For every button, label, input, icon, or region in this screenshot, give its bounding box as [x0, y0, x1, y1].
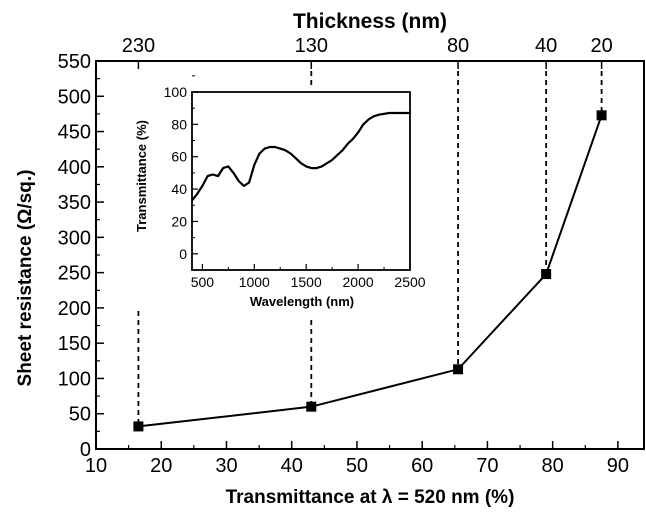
inset-y-tick-label: 100 — [164, 84, 188, 100]
top-axis-title: Thickness (nm) — [293, 10, 447, 33]
y-tick-label: 500 — [58, 86, 91, 108]
y-tick-label: 50 — [69, 404, 91, 426]
y-tick-label: 150 — [58, 333, 91, 355]
inset-x-tick-label: 2500 — [394, 274, 425, 290]
inset-y-tick-label: 80 — [171, 116, 187, 132]
top-tick-label: 40 — [535, 35, 557, 57]
inset-x-tick-label: 500 — [191, 274, 215, 290]
inset-y-tick-label: 20 — [171, 213, 187, 229]
x-tick-label: 90 — [607, 455, 629, 477]
x-tick-label: 30 — [215, 455, 237, 477]
inset-y-tick-label: 40 — [171, 181, 187, 197]
inset-series — [191, 111, 410, 202]
y-tick-label: 550 — [58, 51, 91, 73]
x-tick-label: 80 — [542, 455, 564, 477]
x-tick-label: 70 — [476, 455, 498, 477]
y-tick-label: 400 — [58, 157, 91, 179]
data-point — [541, 269, 552, 280]
inset-y-tick-label: 0 — [179, 246, 187, 262]
x-tick-label: 40 — [281, 455, 303, 477]
y-tick-label: 200 — [58, 298, 91, 320]
inset-y-tick-label: 60 — [171, 149, 187, 165]
data-point — [306, 401, 317, 412]
y-tick-label: 100 — [58, 368, 91, 390]
transmittance-spectrum-line — [191, 111, 410, 202]
top-tick-label: 20 — [590, 35, 612, 57]
main-series — [133, 110, 607, 432]
inset-x-axis-title: Wavelength (nm) — [250, 294, 354, 309]
y-axis-title: Sheet resistance (Ω/sq.) — [15, 170, 36, 387]
inset-plot-frame — [191, 91, 411, 271]
y-tick-label: 450 — [58, 122, 91, 144]
y-tick-label: 250 — [58, 263, 91, 285]
top-tick-label: 80 — [447, 35, 469, 57]
inset-x-tick-label: 1000 — [239, 274, 270, 290]
x-axis-title: Transmittance at λ = 520 nm (%) — [226, 487, 515, 508]
x-tick-label: 50 — [346, 455, 368, 477]
x-tick-label: 10 — [85, 455, 107, 477]
y-tick-label: 300 — [58, 227, 91, 249]
data-point — [596, 110, 607, 121]
inset-x-tick-label: 2000 — [343, 274, 374, 290]
data-point — [133, 421, 144, 432]
top-tick-label: 130 — [295, 35, 328, 57]
inset-axes: 0 20 40 60 80 100 500 1000 1500 2000 2500 — [164, 75, 426, 290]
y-tick-label: 0 — [80, 439, 91, 461]
inset-x-tick-label: 1500 — [291, 274, 322, 290]
y-tick-label: 350 — [58, 192, 91, 214]
x-tick-label: 60 — [411, 455, 433, 477]
data-point — [453, 364, 464, 375]
inset-y-axis-title: Transmittance (%) — [134, 120, 149, 232]
top-tick-label: 230 — [122, 35, 155, 57]
x-tick-label: 20 — [150, 455, 172, 477]
